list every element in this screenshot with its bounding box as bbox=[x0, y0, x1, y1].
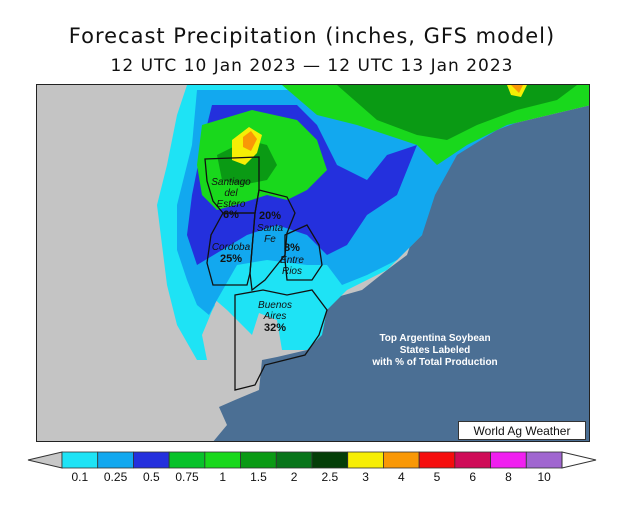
buenos-aires-pct: 32% bbox=[264, 322, 286, 334]
colorbar-segment bbox=[525, 451, 563, 469]
colorbar-segment bbox=[168, 451, 206, 469]
santa-fe-name-line-1: Santa bbox=[257, 223, 284, 234]
colorbar-segment bbox=[133, 451, 170, 469]
colorbar-segment bbox=[490, 451, 527, 469]
annotation-line-1: Top Argentina Soybean bbox=[379, 333, 490, 344]
colorbar-tick-label: 1 bbox=[219, 470, 227, 484]
precipitation-map: Santiago del Estero 6% 20% Santa Fe Cord… bbox=[36, 84, 590, 442]
colorbar-tick-label: 0.1 bbox=[71, 470, 89, 484]
precip-orange bbox=[243, 131, 257, 151]
colorbar-above-arrow bbox=[561, 451, 597, 469]
annotation-text: Top Argentina Soybean States Labeled wit… bbox=[371, 333, 497, 368]
santiago-name-line-2: del bbox=[224, 188, 238, 199]
colorbar-below-arrow bbox=[27, 451, 63, 469]
label-cordoba: Cordoba 25% bbox=[212, 242, 251, 265]
colorbar-segment bbox=[61, 451, 99, 469]
colorbar-tick-label: 0.25 bbox=[103, 470, 128, 484]
colorbar-segment bbox=[240, 451, 277, 469]
colorbar-tick-label: 8 bbox=[505, 470, 512, 484]
colorbar-segment bbox=[383, 451, 420, 469]
credit-label: World Ag Weather bbox=[458, 421, 586, 440]
santiago-name-line-3: Estero bbox=[217, 199, 246, 210]
colorbar-tick-label: 4 bbox=[397, 470, 405, 484]
santa-fe-pct: 20% bbox=[259, 210, 281, 222]
colorbar-segment bbox=[311, 451, 349, 469]
entre-rios-name-line-2: Rios bbox=[282, 266, 302, 277]
buenos-aires-border bbox=[234, 289, 328, 391]
santiago-pct: 6% bbox=[223, 209, 239, 221]
colorbar-segment bbox=[418, 451, 456, 469]
colorbar-segment bbox=[97, 451, 134, 469]
santiago-name-line-1: Santiago bbox=[211, 177, 251, 188]
entre-rios-name-line-1: Entre bbox=[280, 255, 304, 266]
colorbar-segment bbox=[204, 451, 241, 469]
colorbar-tick-label: 5 bbox=[433, 470, 441, 484]
label-santa-fe: 20% Santa Fe bbox=[257, 210, 284, 245]
colorbar-tick-label: 10 bbox=[537, 470, 551, 484]
state-boundaries bbox=[204, 156, 328, 391]
colorbar-segment bbox=[347, 451, 384, 469]
colorbar-tick-label: 6 bbox=[469, 470, 477, 484]
entre-rios-border bbox=[284, 224, 323, 281]
santa-fe-name-line-2: Fe bbox=[264, 234, 276, 245]
colorbar-tick-label: 3 bbox=[362, 470, 369, 484]
map-subtitle: 12 UTC 10 Jan 2023 — 12 UTC 13 Jan 2023 bbox=[110, 56, 514, 76]
colorbar-tick-label: 1.5 bbox=[250, 470, 267, 484]
entre-rios-pct: 8% bbox=[284, 242, 300, 254]
annotation-line-3: with % of Total Production bbox=[371, 357, 497, 368]
cordoba-name-line-1: Cordoba bbox=[212, 242, 251, 253]
precip-orange-ne bbox=[511, 85, 523, 93]
cordoba-pct: 25% bbox=[220, 253, 242, 265]
colorbar-tick-label: 0.5 bbox=[142, 470, 160, 484]
colorbar-tick-label: 2.5 bbox=[321, 470, 339, 484]
buenos-aires-name-line-1: Buenos bbox=[258, 300, 292, 311]
label-entre-rios: 8% Entre Rios bbox=[280, 242, 304, 277]
buenos-aires-name-line-2: Aires bbox=[263, 311, 287, 322]
map-title: Forecast Precipitation (inches, GFS mode… bbox=[68, 24, 556, 48]
colorbar-tick-label: 2 bbox=[290, 470, 298, 484]
precipitation-colorbar bbox=[27, 451, 597, 469]
label-buenos-aires: Buenos Aires 32% bbox=[258, 300, 292, 334]
annotation-line-2: States Labeled bbox=[400, 345, 471, 356]
colorbar-tick-label: 0.75 bbox=[175, 470, 199, 484]
precip-dark-green-ne bbox=[337, 85, 577, 140]
cordoba-border bbox=[206, 212, 256, 286]
colorbar-segment bbox=[275, 451, 313, 469]
label-santiago-del-estero: Santiago del Estero 6% bbox=[211, 177, 251, 221]
colorbar-segment bbox=[454, 451, 491, 469]
